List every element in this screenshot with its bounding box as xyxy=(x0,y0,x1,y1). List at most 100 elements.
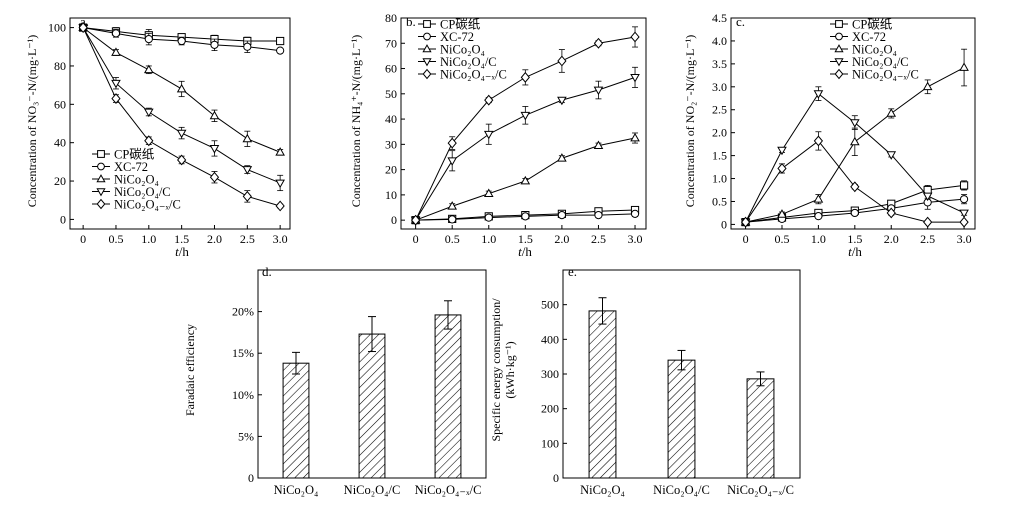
data-point xyxy=(144,135,154,147)
bar xyxy=(434,314,462,479)
y-tick-label: 3.5 xyxy=(712,57,727,71)
panel-label-b: b. xyxy=(406,14,416,29)
y-tick-label: 5% xyxy=(238,429,254,443)
y-tick-label: 4.0 xyxy=(712,34,727,48)
data-point xyxy=(886,151,897,160)
data-point xyxy=(850,119,860,128)
y-tick-label: 100 xyxy=(48,21,66,35)
legend-marker xyxy=(423,32,431,41)
series-triangle-down: NiCo₂O₄/C xyxy=(78,24,285,199)
data-point xyxy=(922,192,933,202)
bar xyxy=(588,310,617,479)
chart-panel-e: e. Specific energy consumption/ (kWh·kg⁻… xyxy=(489,264,801,497)
ylabel-e-line2: (kWh·kg⁻¹) xyxy=(503,341,517,398)
data-point xyxy=(209,145,220,154)
y-tick-label: 0 xyxy=(391,213,397,227)
x-tick-label: 1.5 xyxy=(174,232,189,246)
data-point xyxy=(447,157,458,166)
x-tick-label: 2.0 xyxy=(884,232,899,246)
x-tick-label: 3.0 xyxy=(628,232,643,246)
legend-label: XC-72 xyxy=(114,160,148,174)
y-tick-label: 2.0 xyxy=(712,126,727,140)
series-diamond: NiCo₂O₄₋ₓ/C xyxy=(411,26,640,226)
data-point xyxy=(411,214,421,226)
legend-label: NiCo₂O₄ xyxy=(440,43,485,57)
legend-label: NiCo₂O₄₋ₓ/C xyxy=(440,68,507,82)
ylabel-d: Faradaic efficiency xyxy=(183,324,197,416)
y-tick-label: 10% xyxy=(232,388,254,402)
panel-label-c: c. xyxy=(736,14,745,29)
category-label: NiCo₂O₄₋ₓ/C xyxy=(727,483,794,497)
y-tick-label: 10 xyxy=(385,188,397,202)
legend-marker xyxy=(834,68,844,80)
legend-marker xyxy=(422,68,432,80)
legend-marker xyxy=(96,174,106,183)
data-point xyxy=(886,108,897,117)
category-label: NiCo₂O₄₋ₓ/C xyxy=(415,483,482,497)
data-point xyxy=(209,110,220,120)
y-tick-label: 40 xyxy=(385,112,397,126)
x-tick-label: 3.0 xyxy=(273,232,288,246)
legend-marker xyxy=(422,44,432,53)
legend-label: CP碳纸 xyxy=(440,18,481,32)
legend-label: NiCo₂O₄₋ₓ/C xyxy=(852,68,919,82)
y-tick-label: 80 xyxy=(54,59,66,73)
y-tick-label: 4.5 xyxy=(712,11,727,25)
data-point xyxy=(959,181,969,190)
ylabel-e-line1: Specific energy consumption/ xyxy=(489,298,503,442)
data-point xyxy=(959,209,969,219)
series-circle: XC-72 xyxy=(411,30,640,225)
data-point xyxy=(740,216,751,228)
ylabel-b: Concentration of NH₄⁺-N/(mg·L⁻¹) xyxy=(349,35,363,207)
x-tick-label: 0 xyxy=(743,232,749,246)
category-label: NiCo₂O₄ xyxy=(580,483,625,497)
xlabel-a: t/h xyxy=(175,244,189,259)
legend-label: NiCo₂O₄₋ₓ/C xyxy=(114,198,181,212)
legend-marker xyxy=(96,198,106,210)
data-point xyxy=(176,129,187,139)
xlabel-c: t/h xyxy=(848,244,862,259)
data-point xyxy=(483,188,494,198)
data-point xyxy=(176,83,187,93)
data-point xyxy=(850,181,860,193)
xlabel-b: t/h xyxy=(518,244,532,259)
y-tick-label: 0 xyxy=(60,212,66,226)
data-point xyxy=(886,207,896,219)
data-point xyxy=(630,132,640,142)
legend-label: CP碳纸 xyxy=(114,148,155,162)
x-tick-label: 2.5 xyxy=(240,232,255,246)
y-tick-label: 100 xyxy=(541,436,559,450)
legend-label: NiCo₂O₄/C xyxy=(440,55,497,69)
data-point xyxy=(813,194,824,203)
y-tick-label: 20 xyxy=(54,174,66,188)
legend-label: NiCo₂O₄/C xyxy=(852,55,909,69)
y-tick-label: 0 xyxy=(553,471,559,485)
data-point xyxy=(850,136,860,146)
legend-marker xyxy=(96,188,106,197)
panel-label-d: d. xyxy=(262,264,272,279)
series-circle: XC-72 xyxy=(79,23,285,174)
data-point xyxy=(922,81,933,91)
category-label: NiCo₂O₄ xyxy=(274,483,319,497)
y-tick-label: 200 xyxy=(541,402,559,416)
legend-marker xyxy=(97,162,105,171)
plot-frame xyxy=(69,17,291,230)
chart-panel-a: a. Concentration of NO₃⁻-N/(mg·L⁻¹) t/h … xyxy=(25,14,291,259)
y-tick-label: 80 xyxy=(385,11,397,25)
panel-label-e: e. xyxy=(568,264,577,279)
x-tick-label: 1.0 xyxy=(141,232,156,246)
x-tick-label: 3.0 xyxy=(957,232,972,246)
data-point xyxy=(243,42,252,51)
x-tick-label: 1.0 xyxy=(811,232,826,246)
x-tick-label: 2.5 xyxy=(920,232,935,246)
ylabel-a: Concentration of NO₃⁻-N/(mg·L⁻¹) xyxy=(25,35,39,207)
legend-marker xyxy=(834,44,844,53)
x-tick-label: 0.5 xyxy=(774,232,789,246)
legend-label: XC-72 xyxy=(440,30,474,44)
data-point xyxy=(520,71,530,83)
bar xyxy=(746,378,775,479)
data-point xyxy=(483,130,494,140)
data-point xyxy=(557,55,567,67)
bar xyxy=(282,362,310,479)
legend-label: NiCo₂O₄ xyxy=(852,43,897,57)
